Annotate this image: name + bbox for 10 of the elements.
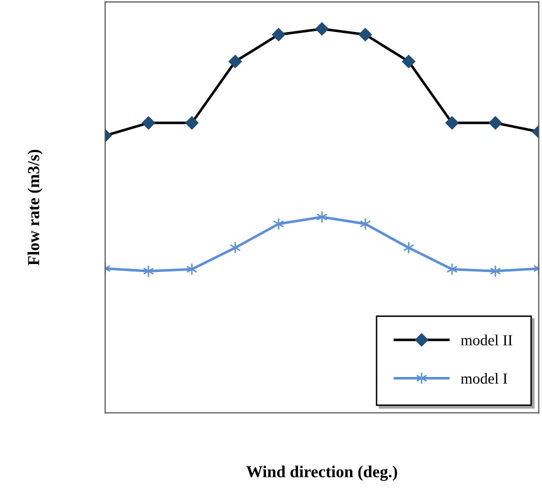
- point: [230, 241, 241, 254]
- point: [490, 264, 501, 278]
- y-axis-title: Flow rate (m3/s): [28, 150, 43, 266]
- x-axis-title: Wind direction (deg.): [246, 466, 398, 481]
- point: [403, 241, 414, 254]
- point: [360, 218, 371, 230]
- point: [273, 218, 284, 230]
- legend-label: model I: [460, 373, 508, 384]
- legend-label: model II: [460, 334, 512, 346]
- point: [186, 262, 198, 276]
